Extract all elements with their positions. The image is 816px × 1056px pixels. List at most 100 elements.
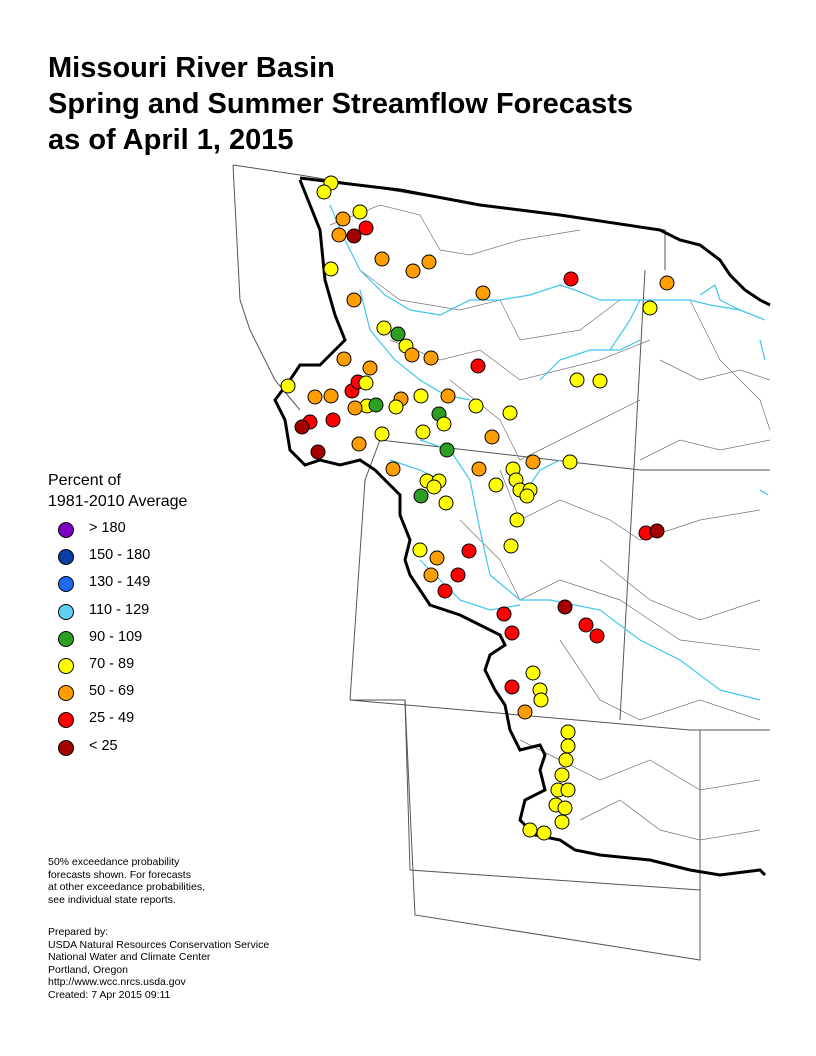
legend-item: 150 - 180: [48, 547, 248, 576]
legend-label: 110 - 129: [89, 601, 150, 618]
forecast-point-marker: [358, 375, 374, 391]
forecast-point-marker: [413, 388, 429, 404]
legend-swatch-icon: [58, 549, 74, 566]
forecast-point-marker: [525, 454, 541, 470]
forecast-point-marker: [659, 275, 675, 291]
forecast-point-marker: [560, 738, 576, 754]
credits-line: National Water and Climate Center: [48, 951, 211, 963]
legend-label: < 25: [89, 737, 118, 754]
forecast-points: [280, 175, 675, 841]
forecast-point-marker: [557, 599, 573, 615]
credits-link[interactable]: http://www.wcc.nrcs.usda.gov: [48, 976, 186, 988]
forecast-point-marker: [563, 271, 579, 287]
legend-title-1: Percent of: [48, 472, 121, 489]
legend-label: 70 - 89: [89, 655, 135, 672]
forecast-point-marker: [496, 606, 512, 622]
title-line-1: Missouri River Basin: [48, 52, 335, 84]
forecast-point-marker: [578, 617, 594, 633]
forecast-point-marker: [331, 227, 347, 243]
credits-line: USDA Natural Resources Conservation Serv…: [48, 938, 270, 951]
forecast-point-marker: [358, 220, 374, 236]
legend-swatch-icon: [58, 576, 74, 593]
forecast-point-marker: [323, 388, 339, 404]
title-line-3: as of April 1, 2015: [48, 124, 294, 156]
forecast-point-marker: [412, 542, 428, 558]
legend-swatch-icon: [58, 522, 74, 538]
forecast-point-marker: [390, 326, 406, 342]
legend-item: < 25: [48, 737, 248, 767]
legend-item: 50 - 69: [48, 683, 248, 712]
forecast-point-marker: [415, 424, 431, 440]
credits-line: Prepared by:: [48, 926, 109, 938]
forecast-point-marker: [436, 416, 452, 432]
forecast-point-marker: [385, 461, 401, 477]
basin-boundary-north: [299, 176, 771, 307]
map-title: Missouri River Basin Spring and Summer S…: [48, 50, 748, 158]
forecast-point-marker: [335, 211, 351, 227]
basin-boundary: [273, 179, 767, 877]
legend-item: > 180: [48, 520, 248, 549]
forecast-point-marker: [352, 204, 368, 220]
legend-swatch-icon: [58, 657, 74, 674]
forecast-point-marker: [426, 479, 442, 495]
forecast-point-marker: [325, 412, 341, 428]
note-line: forecasts shown. For forecasts: [48, 868, 191, 881]
forecast-point-marker: [589, 628, 605, 644]
legend-label: 25 - 49: [89, 710, 135, 727]
forecast-point-marker: [421, 254, 437, 270]
forecast-point-marker: [351, 436, 367, 452]
credits-line: Created: 7 Apr 2015 09:11: [48, 988, 171, 1001]
legend-label: 130 - 149: [89, 574, 151, 591]
credits: Prepared by: USDA Natural Resources Cons…: [48, 926, 269, 1001]
forecast-point-marker: [405, 263, 421, 279]
forecast-point-marker: [310, 444, 326, 460]
forecast-point-marker: [423, 567, 439, 583]
forecast-point-marker: [336, 351, 352, 367]
forecast-point-marker: [404, 347, 420, 363]
forecast-point-marker: [517, 704, 533, 720]
forecast-point-marker: [316, 184, 332, 200]
forecast-point-marker: [280, 378, 296, 394]
forecast-point-marker: [368, 397, 384, 413]
legend-swatch-icon: [58, 712, 74, 729]
note-line: see individual state reports.: [48, 893, 176, 906]
forecast-point-marker: [440, 388, 456, 404]
forecast-point-marker: [376, 320, 392, 336]
forecast-point-marker: [347, 400, 363, 416]
forecast-point-marker: [374, 251, 390, 267]
forecast-point-marker: [592, 373, 608, 389]
forecast-point-marker: [554, 767, 570, 783]
forecast-point-marker: [437, 583, 453, 599]
forecast-point-marker: [471, 461, 487, 477]
forecast-point-marker: [475, 285, 491, 301]
note-line: 50% exceedance probability: [48, 856, 180, 868]
forecast-point-marker: [560, 724, 576, 740]
legend-title-2: 1981-2010 Average: [48, 493, 188, 510]
forecast-point-marker: [554, 814, 570, 830]
forecast-point-marker: [569, 372, 585, 388]
forecast-point-marker: [307, 389, 323, 405]
legend-items: > 180 150 - 180 130 - 149 110 - 129 90 - 109…: [48, 520, 248, 767]
legend-swatch-icon: [58, 630, 74, 647]
forecast-point-marker: [509, 512, 525, 528]
exceedance-note: 50% exceedance probability forecasts sho…: [48, 856, 205, 906]
forecast-point-marker: [346, 292, 362, 308]
forecast-point-marker: [362, 360, 378, 376]
credits-line: Portland, Oregon: [48, 963, 128, 976]
legend-item: 90 - 109: [48, 628, 248, 658]
forecast-point-marker: [423, 350, 439, 366]
forecast-point-marker: [488, 477, 504, 493]
forecast-point-marker: [294, 419, 310, 435]
forecast-point-marker: [439, 442, 455, 458]
forecast-point-marker: [560, 782, 576, 798]
forecast-point-marker: [323, 261, 339, 277]
title-line-2: Spring and Summer Streamflow Forecasts: [48, 88, 633, 120]
legend-item: 110 - 129: [48, 601, 248, 631]
forecast-point-marker: [558, 752, 574, 768]
legend-label: 90 - 109: [89, 628, 143, 645]
rivers: [329, 204, 769, 701]
forecast-point-marker: [562, 454, 578, 470]
forecast-point-marker: [461, 543, 477, 559]
forecast-point-marker: [557, 800, 573, 816]
